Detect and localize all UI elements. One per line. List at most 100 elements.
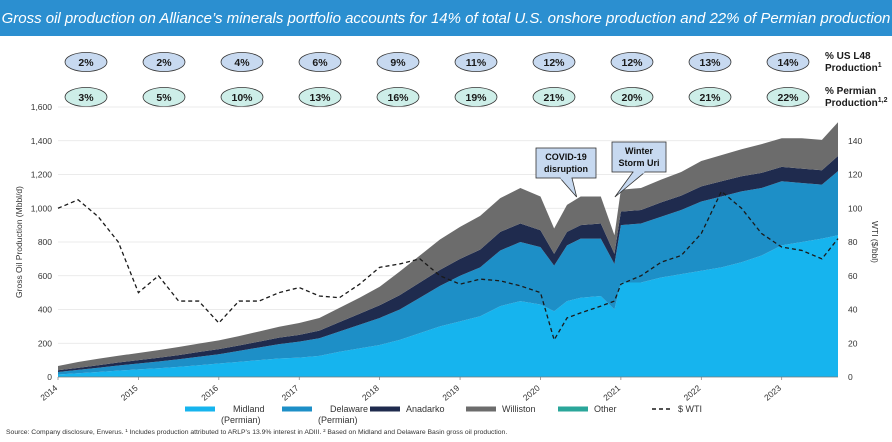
y2-tick-5: 100 bbox=[848, 203, 862, 213]
pill-0-3 bbox=[298, 52, 342, 72]
legend-label-3: Williston bbox=[502, 404, 536, 414]
pill-1-4 bbox=[376, 87, 420, 107]
y2-tick-4: 80 bbox=[848, 237, 858, 247]
wti-line bbox=[57, 190, 839, 342]
y2-tick-2: 40 bbox=[848, 305, 858, 315]
pill-value-1-5: 19% bbox=[465, 92, 487, 104]
pill-value-0-0: 2% bbox=[78, 57, 94, 69]
legend-swatch-2 bbox=[370, 406, 400, 412]
pill-value-0-8: 13% bbox=[699, 57, 721, 69]
row-label-0-line2: Production1 bbox=[825, 62, 882, 74]
pill-value-0-4: 9% bbox=[390, 57, 406, 69]
legend-label-0: Midland bbox=[233, 404, 265, 414]
pill-value-1-8: 21% bbox=[699, 92, 721, 104]
pill-1-1 bbox=[142, 87, 186, 107]
y-tick-2: 400 bbox=[38, 305, 52, 315]
pill-value-1-9: 22% bbox=[777, 92, 799, 104]
pill-0-0 bbox=[64, 52, 108, 72]
y-tick-3: 600 bbox=[38, 271, 52, 281]
pill-0-1 bbox=[142, 52, 186, 72]
pill-rows: 2% 2% 4% 6% 9% 11% 12% 12% 13% 14%% US L48Product… bbox=[64, 51, 888, 109]
y-tick-1: 200 bbox=[38, 338, 52, 348]
x-tick-1: 2015 bbox=[119, 383, 140, 403]
annotations: COVID-19 disruption Winter Storm Uri bbox=[535, 141, 667, 198]
wti-series bbox=[57, 190, 839, 342]
pill-0-7 bbox=[610, 52, 654, 72]
pill-value-0-3: 6% bbox=[312, 57, 328, 69]
title-banner: Gross oil production on Alliance’s miner… bbox=[0, 0, 892, 36]
pill-value-0-9: 14% bbox=[777, 57, 799, 69]
area-williston bbox=[58, 122, 838, 371]
pill-value-0-2: 4% bbox=[234, 57, 250, 69]
pill-1-6 bbox=[532, 87, 576, 107]
pill-1-5 bbox=[454, 87, 498, 107]
pill-value-0-1: 2% bbox=[156, 57, 172, 69]
y2-axis-label: WTI ($/bbl) bbox=[870, 221, 880, 263]
y2-tick-3: 60 bbox=[848, 271, 858, 281]
y-tick-7: 1,400 bbox=[31, 136, 53, 146]
row-label-1-line2: Production1,2 bbox=[825, 97, 888, 109]
area-midland-permian- bbox=[58, 235, 838, 377]
pill-1-0 bbox=[64, 87, 108, 107]
row-label-0: % US L48 bbox=[825, 51, 871, 62]
stacked-areas bbox=[58, 122, 838, 377]
x-tick-7: 2021 bbox=[601, 383, 622, 403]
source-note: Source: Company disclosure, Enverus. ¹ I… bbox=[6, 429, 508, 436]
x-tick-4: 2018 bbox=[360, 383, 381, 403]
y2-tick-0: 0 bbox=[848, 372, 853, 382]
pill-0-5 bbox=[454, 52, 498, 72]
pill-value-0-6: 12% bbox=[543, 57, 565, 69]
y-tick-0: 0 bbox=[47, 372, 52, 382]
pill-0-4 bbox=[376, 52, 420, 72]
row-label-1: % Permian bbox=[825, 86, 876, 97]
pill-value-1-1: 5% bbox=[156, 92, 172, 104]
legend-swatch-3 bbox=[466, 406, 496, 412]
pill-value-1-6: 21% bbox=[543, 92, 565, 104]
y2-tick-7: 140 bbox=[848, 136, 862, 146]
x-tick-5: 2019 bbox=[440, 383, 461, 403]
annotation-line2-0: disruption bbox=[544, 164, 588, 174]
pill-value-0-5: 11% bbox=[466, 57, 487, 69]
annotation-line1-1: Winter bbox=[625, 146, 653, 156]
x-tick-3: 2017 bbox=[280, 383, 301, 403]
y-tick-4: 800 bbox=[38, 237, 52, 247]
y-tick-5: 1,000 bbox=[31, 203, 53, 213]
legend-swatch-4 bbox=[558, 406, 588, 412]
y2-tick-1: 20 bbox=[848, 338, 858, 348]
legend-sublabel-0: (Permian) bbox=[221, 415, 261, 425]
legend-label-1: Delaware bbox=[330, 404, 368, 414]
y-tick-6: 1,200 bbox=[31, 170, 53, 180]
pill-value-1-4: 16% bbox=[387, 92, 409, 104]
pill-value-1-7: 20% bbox=[621, 92, 643, 104]
pill-value-1-3: 13% bbox=[309, 92, 331, 104]
pill-0-6 bbox=[532, 52, 576, 72]
legend-swatch-1 bbox=[282, 406, 312, 412]
y2-tick-6: 120 bbox=[848, 170, 862, 180]
pill-0-9 bbox=[766, 52, 810, 72]
y-tick-8: 1,600 bbox=[31, 102, 53, 112]
legend-label-4: Other bbox=[594, 404, 617, 414]
legend-swatch-0 bbox=[185, 406, 215, 412]
pill-0-2 bbox=[220, 52, 264, 72]
legend-label-wti: $ WTI bbox=[678, 404, 702, 414]
pill-value-1-2: 10% bbox=[231, 92, 253, 104]
y-axis-label: Gross Oil Production (Mbbl/d) bbox=[14, 186, 24, 298]
pill-value-0-7: 12% bbox=[621, 57, 643, 69]
x-tick-2: 2016 bbox=[199, 383, 220, 403]
x-tick-9: 2023 bbox=[762, 383, 783, 403]
pill-1-3 bbox=[298, 87, 342, 107]
pill-1-2 bbox=[220, 87, 264, 107]
pill-1-7 bbox=[610, 87, 654, 107]
x-tick-0: 2014 bbox=[38, 383, 59, 403]
chart-title: Gross oil production on Alliance’s miner… bbox=[1, 9, 891, 27]
area-anadarko bbox=[58, 155, 838, 372]
pill-1-9 bbox=[766, 87, 810, 107]
area-delaware-permian- bbox=[58, 171, 838, 375]
x-tick-6: 2020 bbox=[521, 383, 542, 403]
annotation-line1-0: COVID-19 bbox=[545, 152, 587, 162]
pill-value-1-0: 3% bbox=[78, 92, 94, 104]
legend-label-2: Anadarko bbox=[406, 404, 445, 414]
legend: Midland(Permian)Delaware(Permian)Anadark… bbox=[185, 404, 702, 425]
pill-0-8 bbox=[688, 52, 732, 72]
